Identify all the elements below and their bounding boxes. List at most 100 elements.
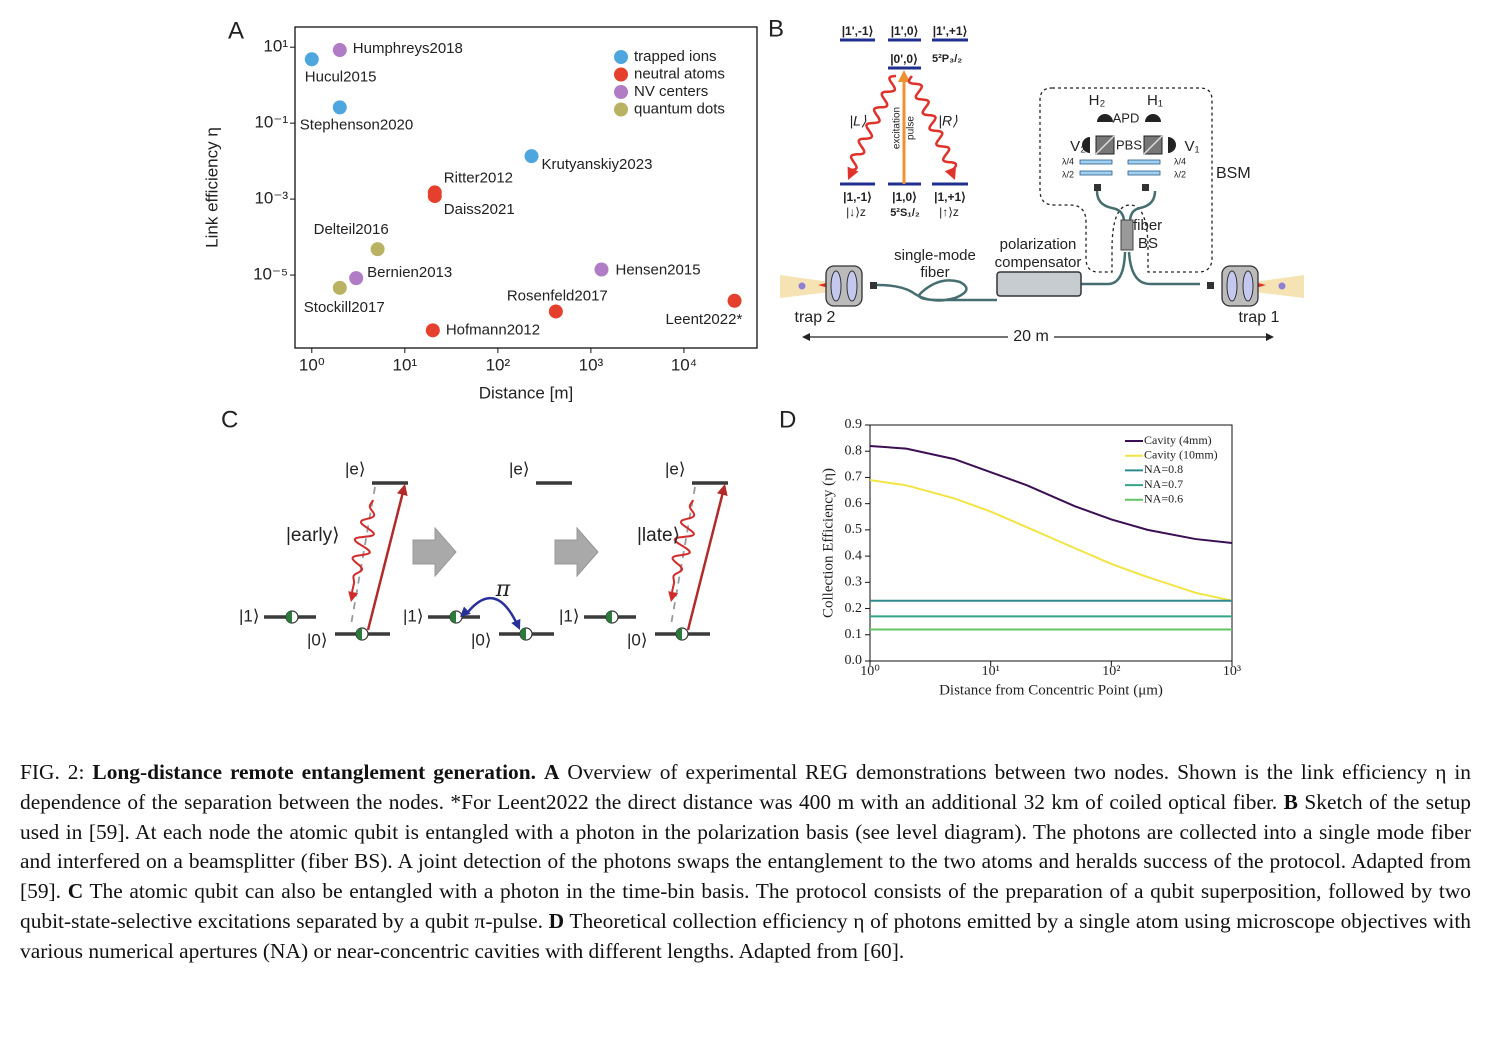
- point: [524, 149, 539, 164]
- legend-label: NA=0.7: [1144, 477, 1183, 491]
- level-label: |↑⟩z: [939, 205, 959, 219]
- waveplate-label: λ/4: [1174, 156, 1186, 166]
- apd: [1168, 137, 1176, 153]
- fiber-bs-label: BS: [1138, 235, 1158, 252]
- x-axis-title: Distance from Concentric Point (μm): [939, 682, 1163, 698]
- point: [304, 52, 319, 67]
- excitation-label: excitation: [892, 107, 903, 149]
- point-label: Leent2022*: [666, 311, 743, 328]
- arrow-head: [944, 166, 956, 180]
- level-label: |1,-1⟩: [843, 190, 872, 204]
- pbs-diagonal: [1143, 135, 1163, 155]
- x-tick-label: 10¹: [982, 664, 1000, 679]
- x-tick-label: 10¹: [393, 355, 418, 374]
- plot-frame: [294, 26, 758, 349]
- panel-label: D: [779, 406, 796, 433]
- x-axis-title: Distance [m]: [479, 383, 573, 402]
- point: [727, 293, 742, 308]
- waveplate: [1079, 159, 1113, 165]
- legend-marker: [614, 50, 628, 64]
- fiber: [1127, 251, 1200, 286]
- level-label: |1',0⟩: [891, 24, 919, 38]
- y-tick-label: 10¹: [263, 37, 288, 56]
- pbs-label: PBS: [1116, 137, 1142, 152]
- level-label: |1',-1⟩: [842, 24, 874, 38]
- time-bin-label: |late⟩: [637, 525, 680, 546]
- fiber-label: fiber: [920, 264, 949, 281]
- legend-label: NA=0.8: [1144, 462, 1183, 476]
- arrow-head: [668, 591, 678, 602]
- chart: A 10⁰ 10¹ 10² 10³ 10⁴ 10¹ 10⁻¹ 10⁻³ 10⁻⁵ Distance …: [202, 17, 758, 402]
- point: [332, 280, 347, 295]
- level-label: |1,0⟩: [892, 190, 917, 204]
- point: [425, 323, 440, 338]
- level-label: |e⟩: [665, 459, 686, 478]
- detector-label: V₁: [1184, 138, 1199, 155]
- y-tick-label: 0.8: [845, 443, 863, 458]
- lens: [1242, 270, 1254, 302]
- fiber-bs: [1120, 219, 1134, 251]
- point-label: Hensen2015: [615, 261, 700, 278]
- legend-label: Cavity (10mm): [1144, 447, 1218, 461]
- excitation: [366, 491, 405, 631]
- caption-text: The atomic qubit can also be entangled w…: [20, 879, 1471, 933]
- line: [869, 444, 1233, 544]
- qubit-half: [286, 611, 292, 623]
- caption-text: Overview of experimental REG demonstrati…: [20, 760, 1471, 814]
- photon: [907, 75, 958, 171]
- bsm-label: BSM: [1216, 165, 1251, 182]
- trap-label: trap 2: [795, 309, 836, 326]
- lens: [1226, 270, 1238, 302]
- caption-label: FIG. 2:: [20, 760, 85, 784]
- level-label: |0⟩: [471, 630, 492, 649]
- arrow-head: [802, 333, 810, 341]
- apd-label: APD: [1113, 110, 1140, 125]
- pi-pulse: [467, 596, 518, 623]
- y-tick-label: 0.0: [845, 653, 863, 668]
- qubit-half: [676, 628, 682, 640]
- fiber: [1095, 190, 1126, 223]
- x-tick-label: 10⁰: [299, 355, 325, 374]
- panel-label: C: [221, 406, 238, 433]
- x-tick-label: 10⁴: [671, 355, 697, 374]
- photon: [849, 74, 897, 172]
- waveplate: [1127, 170, 1161, 176]
- legend-marker: [614, 85, 628, 99]
- waveplate-label: λ/2: [1062, 169, 1074, 179]
- level-label: |1⟩: [239, 606, 260, 625]
- decay-dashed: [350, 486, 376, 626]
- photon: [671, 499, 696, 593]
- point: [370, 242, 385, 257]
- level-label: |↓⟩z: [846, 205, 866, 219]
- point-label: Bernien2013: [367, 264, 452, 281]
- point-label: Humphreys2018: [353, 40, 463, 57]
- point: [427, 189, 442, 204]
- fiber: [876, 279, 997, 302]
- level-label: |0⟩: [627, 630, 648, 649]
- level-label: |1⟩: [559, 606, 580, 625]
- apd: [1097, 114, 1113, 122]
- point: [332, 43, 347, 58]
- caption-text: Sketch of the setup used in [59]. At eac…: [20, 789, 1471, 904]
- legend-label: Cavity (4mm): [1144, 433, 1212, 447]
- x-tick-label: 10⁰: [860, 664, 880, 679]
- qubit-half: [520, 628, 526, 640]
- step-arrow: [554, 526, 599, 578]
- panel-letter: D: [548, 908, 565, 933]
- arrow-head: [1266, 333, 1274, 341]
- qubit-half: [606, 611, 612, 623]
- qubit-half: [356, 628, 362, 640]
- coupler: [1207, 282, 1214, 289]
- y-tick-label: 10⁻¹: [254, 113, 288, 132]
- y-tick-label: 0.6: [845, 496, 863, 511]
- photon-label: |R⟩: [938, 113, 958, 129]
- y-tick-label: 0.7: [845, 470, 863, 485]
- arrow-head: [716, 484, 728, 497]
- waveplate-label: λ/4: [1062, 156, 1074, 166]
- arrow-head: [898, 70, 910, 82]
- legend-label: trapped ions: [634, 48, 717, 65]
- lens: [830, 270, 842, 302]
- time-bin-label: |early⟩: [286, 525, 340, 546]
- atom: [798, 282, 806, 290]
